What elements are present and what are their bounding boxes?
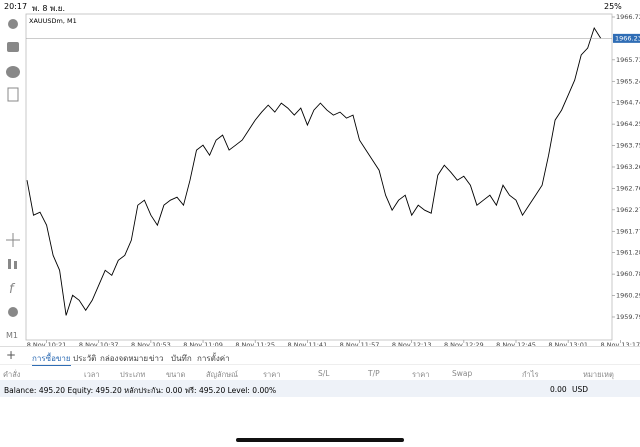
y-tick-label: 1964.25 bbox=[616, 120, 640, 128]
battery: 25% bbox=[604, 2, 622, 11]
y-tick-label: 1961.28 bbox=[616, 249, 640, 257]
y-tick-label: 1964.745 bbox=[616, 99, 640, 107]
x-tick-label: 8 Nov 12:45 bbox=[496, 341, 536, 349]
current-price-label: 1966.231 bbox=[615, 34, 640, 42]
price-line bbox=[26, 26, 602, 316]
home-indicator bbox=[236, 438, 404, 442]
x-tick-label: 8 Nov 10:53 bbox=[131, 341, 171, 349]
y-tick-label: 1965.24 bbox=[616, 77, 640, 85]
x-tick-label: 8 Nov 13:01 bbox=[548, 341, 588, 349]
function-icon[interactable]: f bbox=[9, 282, 16, 297]
x-tick-label: 8 Nov 10:21 bbox=[27, 341, 67, 349]
column-header[interactable]: ขนาด bbox=[166, 370, 186, 379]
column-header[interactable]: ราคา bbox=[412, 370, 430, 379]
x-tick-label: 8 Nov 13:17 bbox=[600, 341, 640, 349]
crosshair-icon[interactable] bbox=[6, 233, 20, 247]
tab[interactable]: กล่องจดหมาย bbox=[100, 354, 149, 363]
current-price-box bbox=[613, 33, 640, 43]
y-tick-label: 1961.775 bbox=[616, 227, 640, 235]
indicator-icon[interactable] bbox=[8, 259, 11, 269]
currency: USD bbox=[572, 385, 589, 394]
column-header[interactable]: T/P bbox=[368, 369, 380, 378]
profit: 0.00 bbox=[550, 385, 567, 394]
y-tick-label: 1965.735 bbox=[616, 56, 640, 64]
status-time: 20:17 bbox=[4, 2, 28, 11]
y-tick-label: 1960.785 bbox=[616, 270, 640, 278]
y-tick-label: 1963.755 bbox=[616, 142, 640, 150]
add-button[interactable]: + bbox=[6, 348, 17, 362]
balance-row-bg bbox=[0, 380, 640, 397]
x-tick-label: 8 Nov 11:09 bbox=[183, 341, 223, 349]
timeframe-button[interactable]: M1 bbox=[6, 331, 18, 340]
tab[interactable]: ประวัติ bbox=[73, 354, 97, 363]
status-date: พ. 8 พ.ย. bbox=[32, 4, 66, 13]
trade-icon[interactable] bbox=[7, 42, 19, 52]
y-tick-label: 1962.765 bbox=[616, 184, 640, 192]
x-tick-label: 8 Nov 12:13 bbox=[392, 341, 432, 349]
divider bbox=[0, 364, 640, 365]
column-header[interactable]: สัญลักษณ์ bbox=[206, 370, 239, 379]
chart-title: XAUUSDm, M1 bbox=[29, 17, 77, 25]
x-tick-label: 8 Nov 11:25 bbox=[235, 341, 275, 349]
column-header[interactable]: ประเภท bbox=[120, 370, 146, 379]
new-order-icon[interactable] bbox=[7, 87, 19, 102]
tab[interactable]: การซื้อขาย bbox=[32, 352, 71, 366]
column-header[interactable]: S/L bbox=[318, 369, 330, 378]
column-header[interactable]: คำสั่ง bbox=[3, 370, 21, 379]
column-header[interactable]: Swap bbox=[452, 369, 473, 378]
column-header[interactable]: เวลา bbox=[84, 370, 100, 379]
y-tick-label: 1962.27 bbox=[616, 206, 640, 214]
objects-icon[interactable] bbox=[8, 307, 18, 317]
chat-icon[interactable] bbox=[6, 66, 20, 78]
account-summary: Balance: 495.20 Equity: 495.20 หลักประกั… bbox=[4, 386, 277, 395]
tab[interactable]: การตั้งค่า bbox=[197, 354, 230, 363]
column-header[interactable]: หมายเหตุ bbox=[583, 370, 614, 379]
x-tick-label: 8 Nov 12:29 bbox=[444, 341, 484, 349]
column-header[interactable]: ราคา bbox=[263, 370, 281, 379]
plot-frame bbox=[25, 13, 613, 341]
y-tick-label: 1963.26 bbox=[616, 163, 640, 171]
divider bbox=[0, 346, 640, 347]
x-tick-label: 8 Nov 11:41 bbox=[288, 341, 328, 349]
tab[interactable]: บันทึก bbox=[171, 354, 192, 363]
x-tick-label: 8 Nov 10:37 bbox=[79, 341, 119, 349]
y-tick-label: 1960.29 bbox=[616, 292, 640, 300]
x-tick-label: 8 Nov 11:57 bbox=[340, 341, 380, 349]
y-tick-label: 1966.725 bbox=[616, 13, 640, 21]
tab[interactable]: ข่าว bbox=[149, 354, 164, 363]
column-header[interactable]: กำไร bbox=[522, 370, 539, 379]
account-icon[interactable] bbox=[8, 19, 18, 29]
toolbar: f bbox=[6, 19, 20, 317]
indicator-icon-part bbox=[14, 261, 17, 269]
y-tick-label: 1959.795 bbox=[616, 313, 640, 321]
